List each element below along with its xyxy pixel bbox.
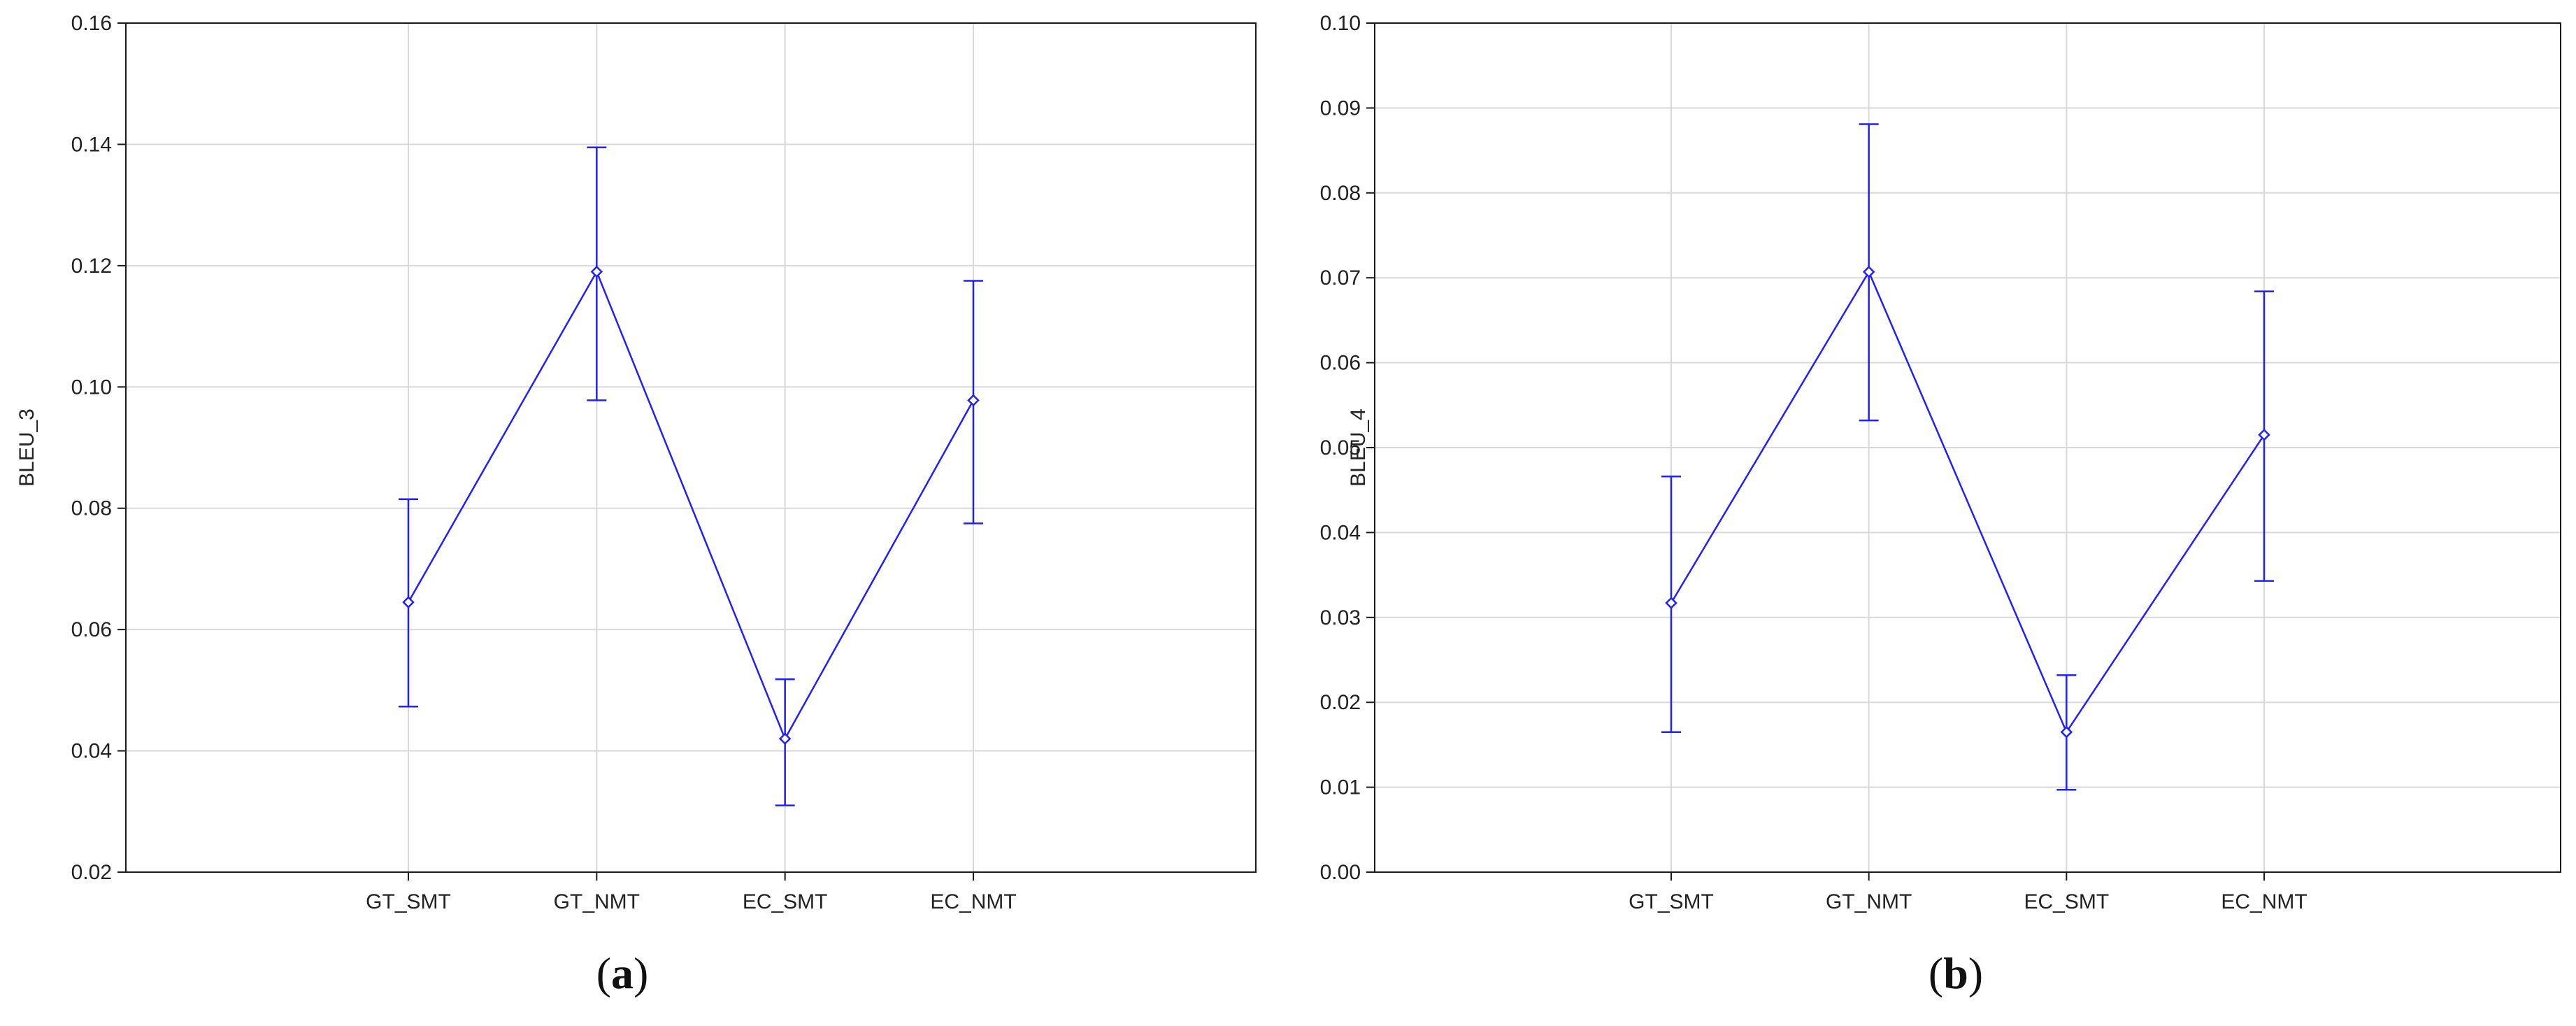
series-line	[407, 269, 975, 741]
x-tick-label: EC_SMT	[743, 890, 828, 913]
data-point-marker	[2060, 725, 2073, 739]
y-tick-label: 0.04	[71, 740, 112, 763]
y-tick-label: 0.07	[1320, 266, 1361, 290]
data-point-marker	[778, 732, 792, 745]
plot-frame	[125, 22, 1257, 873]
series-line	[1670, 269, 2266, 734]
y-tick-label: 0.08	[1320, 182, 1361, 205]
data-point-marker	[402, 596, 415, 608]
y-tick-label: 0.00	[1320, 861, 1361, 884]
x-tick-label: GT_NMT	[554, 890, 640, 913]
x-tick-label: GT_SMT	[1629, 890, 1714, 913]
chart-b-svg: 0.00 0.01 0.02 0.03 0.04 0.05 0.06 0.07 0.08 0.09…	[1320, 12, 2561, 913]
chart-panel-b: 0.00 0.01 0.02 0.03 0.04 0.05 0.06 0.07 0.08 0.09…	[1288, 0, 2576, 1026]
panel-label-b: b	[1943, 948, 1968, 998]
x-tick-label: EC_SMT	[2024, 890, 2109, 913]
y-tick-label: 0.10	[71, 376, 112, 399]
data-point-marker	[967, 394, 980, 407]
y-tick-label: 0.08	[71, 497, 112, 520]
x-tick-label: GT_NMT	[1826, 890, 1912, 913]
y-tick-label: 0.16	[71, 12, 112, 35]
data-point-marker	[2258, 429, 2270, 441]
y-tick-label: 0.05	[1320, 436, 1361, 459]
y-tick-label: 0.10	[1320, 12, 1361, 35]
panel-caption-a: (a)	[596, 948, 649, 998]
y-tick-label: 0.12	[71, 255, 112, 278]
data-point-marker	[590, 265, 603, 278]
x-tick-label: GT_SMT	[366, 890, 451, 913]
chart-panel-a: 0.02 0.04 0.06 0.08 0.10 0.12 0.14 0.16 GT_SMT GT…	[15, 12, 1257, 998]
y-tick-label: 0.14	[71, 133, 112, 156]
x-tick-label: EC_NMT	[930, 890, 1016, 913]
data-point-marker	[1665, 597, 1677, 609]
panel-label-a: a	[611, 948, 634, 998]
y-tick-label: 0.01	[1320, 776, 1361, 799]
panel-caption-b: (b)	[1928, 948, 1984, 998]
chart-a-svg: 0.02 0.04 0.06 0.08 0.10 0.12 0.14 0.16 GT_SMT GT…	[15, 12, 1257, 913]
y-tick-label: 0.03	[1320, 606, 1361, 629]
y-tick-label: 0.02	[1320, 691, 1361, 714]
y-tick-label: 0.06	[1320, 352, 1361, 375]
y-axis-label: BLEU_3	[15, 408, 38, 487]
y-axis-label: BLEU_4	[1347, 408, 1370, 487]
x-tick-label: EC_NMT	[2221, 890, 2307, 913]
y-tick-label: 0.09	[1320, 97, 1361, 120]
y-tick-label: 0.04	[1320, 521, 1361, 544]
y-tick-label: 0.06	[71, 618, 112, 641]
data-point-marker	[1862, 265, 1875, 278]
y-tick-label: 0.02	[71, 861, 112, 884]
